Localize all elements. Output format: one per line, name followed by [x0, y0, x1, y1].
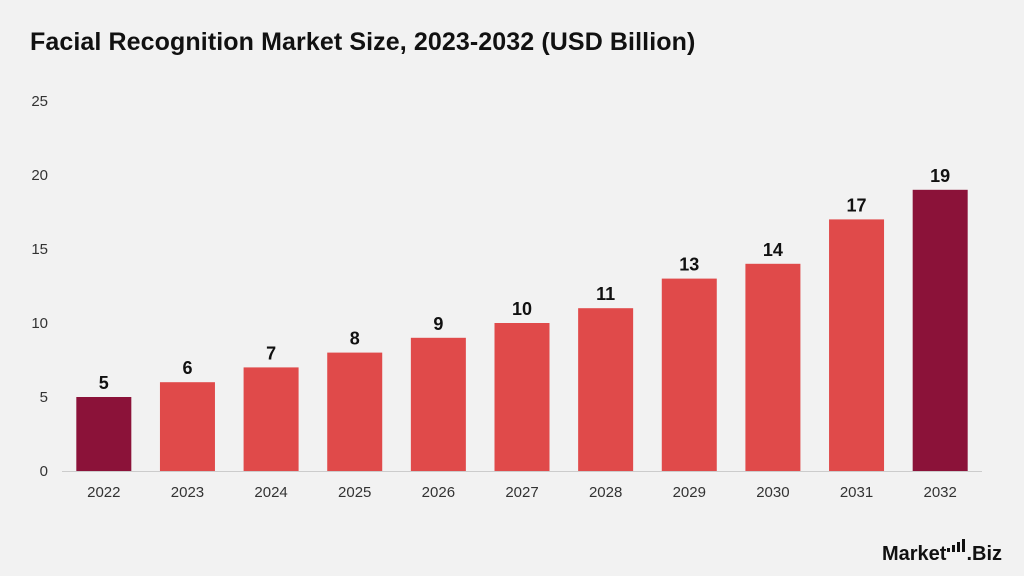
- x-tick-label-2030: 2030: [756, 484, 789, 501]
- bar-2023: [159, 382, 215, 471]
- bar-2030: [745, 263, 801, 471]
- data-label-2032: 19: [930, 166, 950, 186]
- bar-2032: [912, 189, 968, 472]
- bar-2025: [327, 352, 383, 471]
- data-label-2025: 8: [350, 329, 360, 349]
- y-tick-label: 25: [31, 93, 48, 110]
- y-tick-label: 0: [40, 463, 48, 480]
- bar-2031: [829, 219, 885, 471]
- data-label-2023: 6: [182, 358, 192, 378]
- y-tick-label: 5: [40, 389, 48, 406]
- data-label-2022: 5: [99, 373, 109, 393]
- bar-2026: [410, 337, 466, 471]
- brand-name-left: Market: [881, 543, 947, 565]
- data-label-2026: 9: [433, 314, 443, 334]
- data-label-2031: 17: [847, 195, 867, 215]
- y-tick-label: 10: [31, 315, 48, 332]
- x-tick-label-2023: 2023: [171, 484, 204, 501]
- data-label-2024: 7: [266, 343, 276, 363]
- data-label-2029: 13: [679, 255, 699, 275]
- x-tick-label-2027: 2027: [505, 484, 538, 501]
- x-tick-label-2022: 2022: [87, 484, 120, 501]
- y-tick-label: 15: [31, 241, 48, 258]
- brand-bars-icon: [947, 539, 966, 552]
- data-label-2028: 11: [596, 284, 615, 304]
- x-tick-label-2026: 2026: [422, 484, 455, 501]
- bar-2027: [494, 323, 550, 471]
- brand-logo: Market .Biz: [882, 539, 1002, 566]
- x-tick-label-2025: 2025: [338, 484, 371, 501]
- brand-name-right: .Biz: [966, 543, 1002, 565]
- y-tick-label: 20: [31, 167, 48, 184]
- bar-2029: [661, 278, 717, 471]
- chart-title: Facial Recognition Market Size, 2023-203…: [30, 28, 696, 56]
- data-label-2027: 10: [512, 299, 532, 319]
- x-tick-label-2031: 2031: [840, 484, 873, 501]
- bar-2028: [578, 308, 634, 471]
- x-tick-label-2028: 2028: [589, 484, 622, 501]
- x-tick-label-2029: 2029: [673, 484, 706, 501]
- data-label-2030: 14: [763, 240, 783, 260]
- x-tick-label-2024: 2024: [254, 484, 287, 501]
- bar-2022: [76, 397, 132, 471]
- bar-2024: [243, 367, 299, 471]
- x-tick-label-2032: 2032: [923, 484, 956, 501]
